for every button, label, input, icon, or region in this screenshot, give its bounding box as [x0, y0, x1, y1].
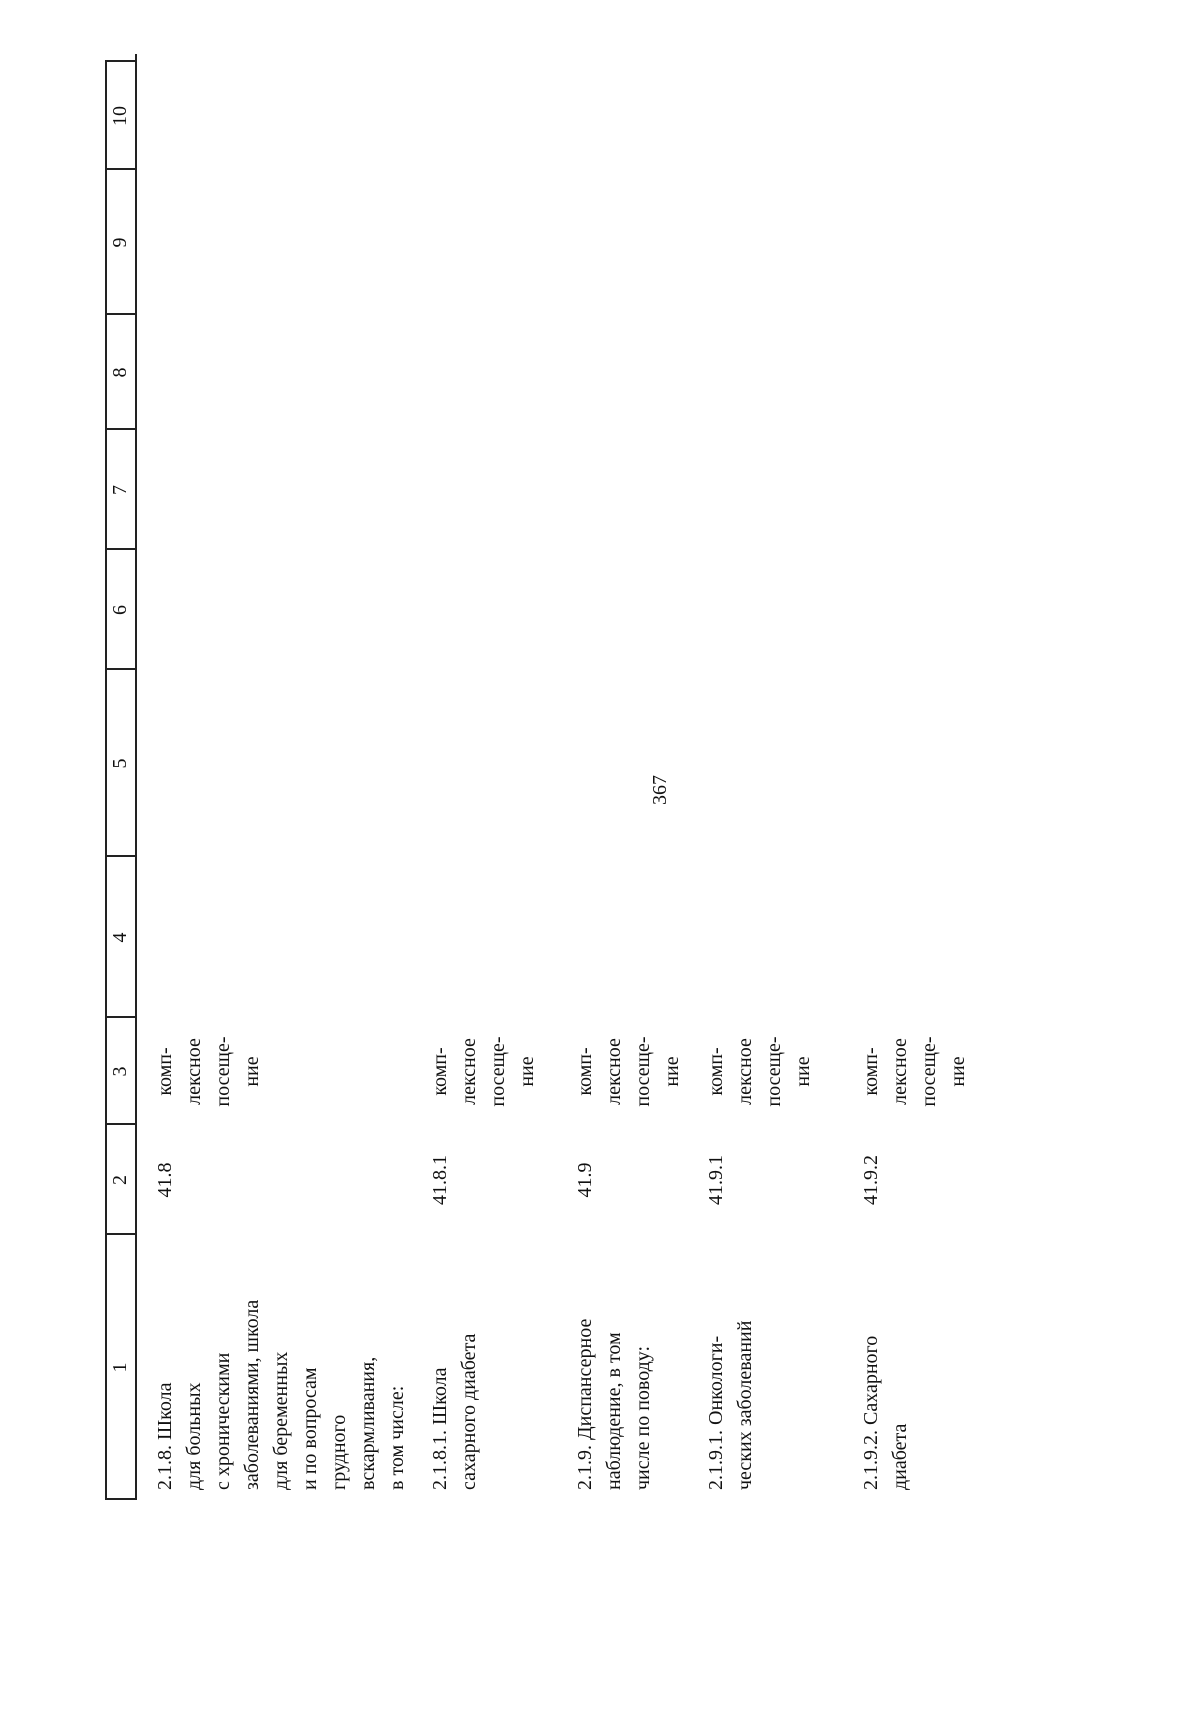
column-number: 8 — [109, 367, 131, 378]
column-number: 4 — [109, 932, 131, 943]
row-code: 41.9.2 — [860, 1155, 882, 1205]
column-number: 9 — [109, 237, 131, 248]
page-number: 367 — [649, 775, 671, 805]
row-name: 2.1.8.1. Школа сахарного диабета — [429, 1333, 480, 1490]
column-number: 2 — [109, 1175, 131, 1185]
header-bottom-line — [135, 54, 137, 1500]
row-name: 2.1.9.1. Онкологи- ческих заболеваний — [705, 1320, 756, 1490]
row-code: 41.8 — [154, 1162, 176, 1198]
row-name: 2.1.9. Диспансерное наблюдение, в том чи… — [574, 1318, 654, 1490]
column-number: 7 — [109, 485, 131, 495]
column-number: 10 — [109, 106, 131, 126]
row-unit: комп- лексное посеще- ние — [574, 1036, 683, 1107]
column-number: 5 — [109, 758, 131, 769]
row-code: 41.9.1 — [705, 1155, 727, 1205]
row-code: 41.9 — [574, 1162, 596, 1198]
row-code: 41.8.1 — [429, 1155, 451, 1205]
column-number: 6 — [109, 605, 131, 615]
row-unit: комп- лексное посеще- ние — [860, 1036, 969, 1107]
row-unit: комп- лексное посеще- ние — [429, 1036, 538, 1107]
row-name: 2.1.8. Школа для больных с хроническими … — [154, 1299, 408, 1490]
column-number: 1 — [109, 1362, 131, 1373]
column-number: 3 — [109, 1066, 131, 1077]
row-unit: комп- лексное посеще- ние — [154, 1036, 263, 1107]
row-unit: комп- лексное посеще- ние — [705, 1036, 814, 1107]
row-name: 2.1.9.2. Сахарного диабета — [860, 1335, 911, 1490]
